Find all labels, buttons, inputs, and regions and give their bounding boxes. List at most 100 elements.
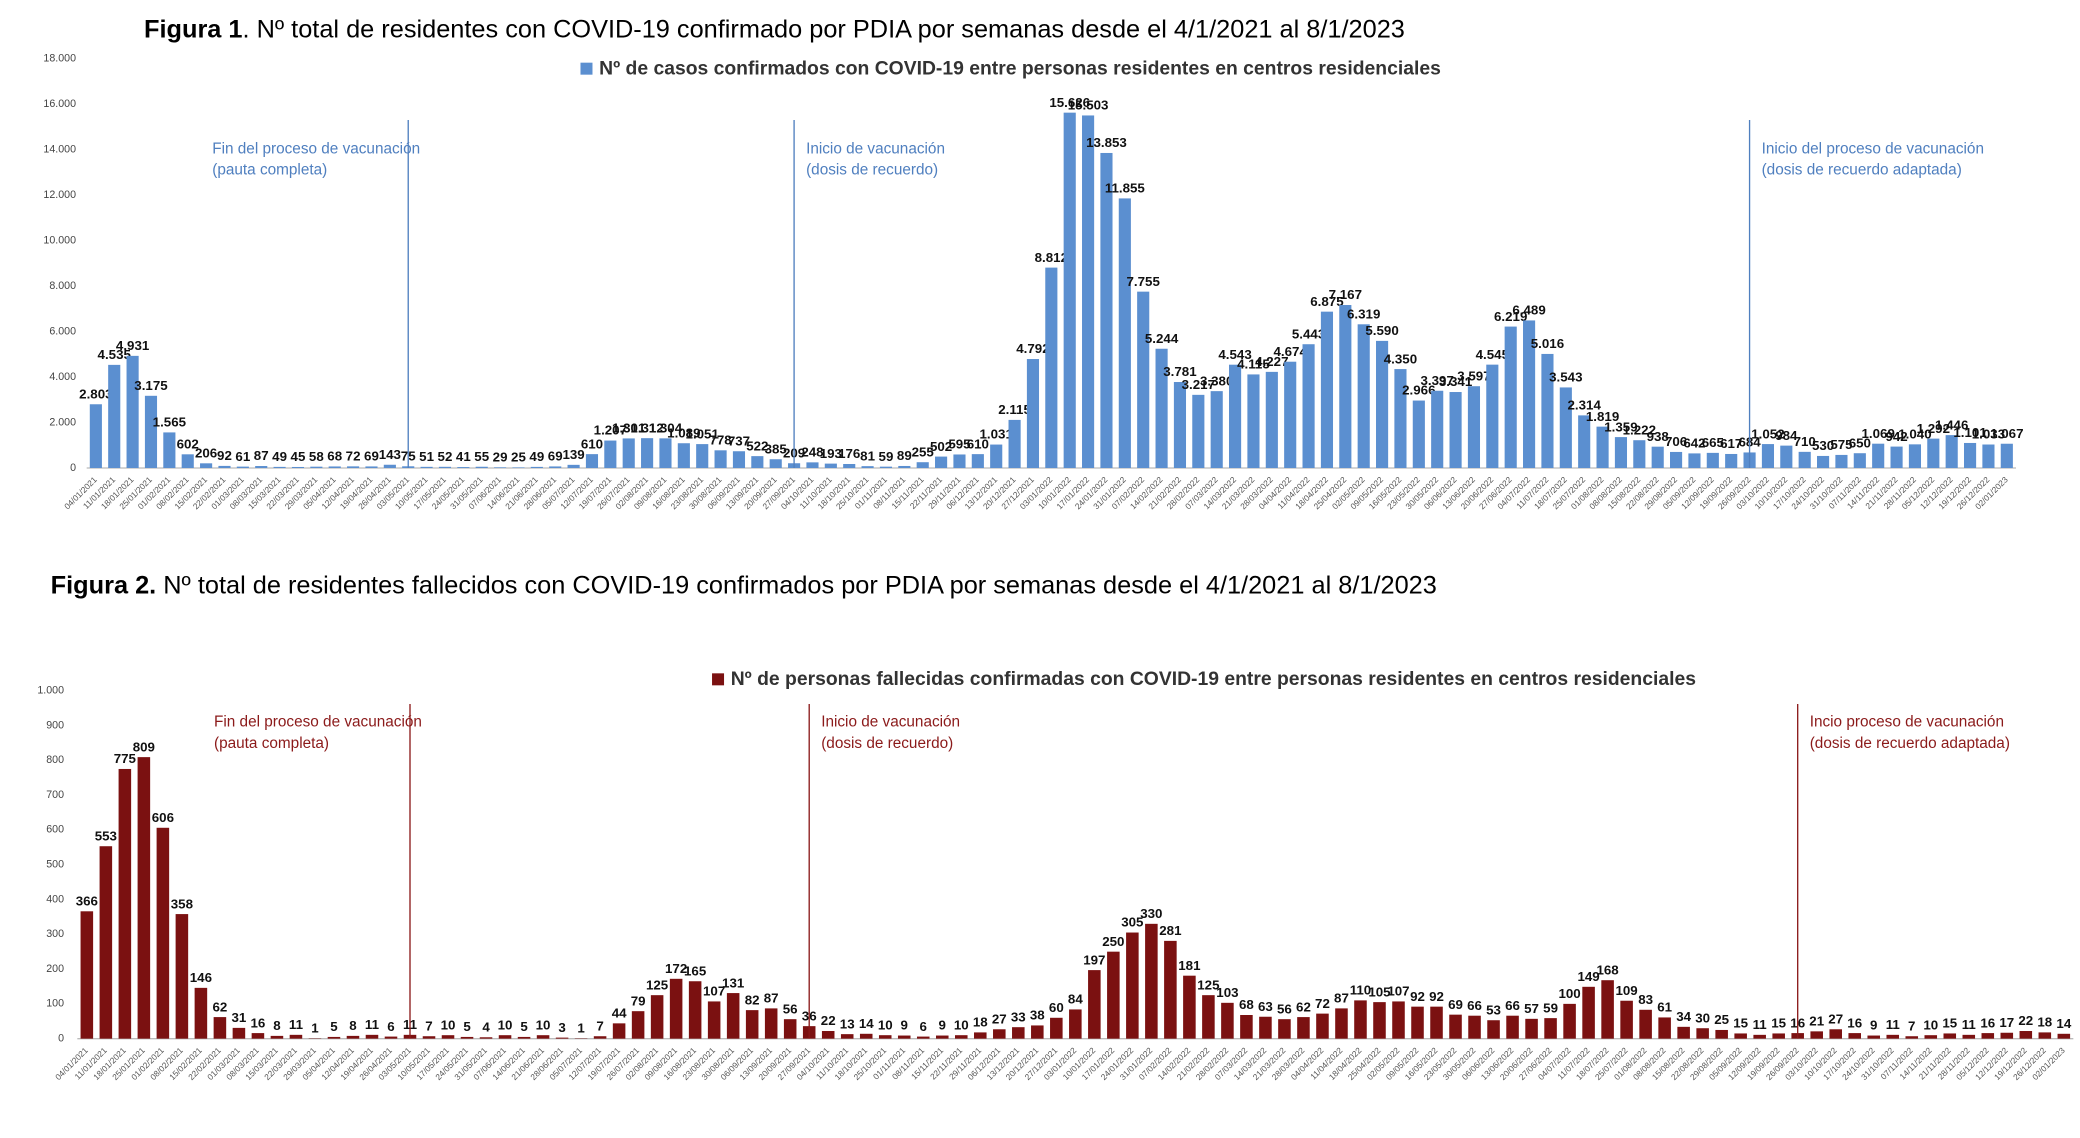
bar: [879, 466, 893, 468]
bar: [255, 466, 268, 468]
data-label: 8: [273, 1018, 280, 1033]
bar: [1284, 361, 1297, 468]
data-label: 4.350: [1384, 351, 1417, 366]
bar: [1107, 951, 1120, 1039]
bar: [365, 1034, 379, 1039]
bar: [494, 467, 507, 468]
bar: [1335, 1008, 1348, 1039]
bar: [806, 462, 819, 468]
bar: [916, 1036, 930, 1039]
bar: [1908, 444, 1922, 468]
data-label: 3.397: [1421, 373, 1454, 388]
data-label: 5.244: [1145, 331, 1179, 346]
y-tick-label: 12.000: [43, 189, 76, 201]
data-label: 650: [1849, 435, 1871, 450]
bar: [1082, 115, 1095, 469]
y-tick-label: 100: [46, 998, 64, 1010]
bar: [1677, 1026, 1690, 1039]
bar: [1411, 1006, 1424, 1039]
data-label: 8: [349, 1018, 356, 1033]
data-label: 7.167: [1329, 287, 1362, 302]
bar: [1008, 419, 1021, 468]
data-label: 30: [1695, 1010, 1710, 1025]
data-label: 10: [954, 1017, 969, 1032]
data-label: 1.069: [1862, 426, 1895, 441]
bar: [1688, 453, 1701, 468]
data-label: 193: [820, 446, 842, 461]
bar: [1927, 438, 1940, 468]
data-label: 5: [520, 1019, 528, 1034]
data-label: 4.115: [1237, 357, 1270, 372]
data-label: 4.535: [98, 347, 132, 362]
data-label: 92: [1429, 989, 1444, 1004]
figure-label: Figura 2.: [51, 571, 157, 599]
data-label: 1: [577, 1021, 585, 1036]
data-label: 56: [1277, 1001, 1292, 1016]
data-label: 16: [1847, 1015, 1862, 1030]
bar: [213, 1017, 227, 1039]
bar: [156, 827, 170, 1039]
data-label: 3.781: [1163, 364, 1197, 379]
bar: [1137, 291, 1150, 468]
data-label: 16: [1980, 1015, 1995, 1030]
data-label: 7: [1908, 1018, 1915, 1033]
data-label: 6.319: [1347, 306, 1380, 321]
data-label: 610: [581, 436, 603, 451]
annotation-text: (dosis de recuerdo): [821, 735, 953, 752]
bar: [328, 466, 341, 468]
data-label: 5.443: [1292, 326, 1325, 341]
data-label: 206: [195, 445, 217, 460]
bar: [517, 1036, 531, 1039]
bar: [641, 438, 654, 468]
bar: [1376, 340, 1389, 468]
y-tick-label: 2.000: [49, 416, 76, 428]
data-label: 1.312: [630, 420, 663, 435]
data-label: 149: [1577, 969, 1599, 984]
bar: [696, 444, 709, 468]
data-label: 3.380: [1200, 373, 1233, 388]
bar: [935, 456, 948, 468]
data-label: 1.222: [1623, 422, 1656, 437]
bar: [479, 1037, 493, 1039]
data-label: 197: [1083, 952, 1105, 967]
bar: [460, 1036, 474, 1039]
bar: [974, 1032, 987, 1039]
y-tick-label: 14.000: [43, 143, 76, 155]
data-label: 502: [930, 439, 952, 454]
bar: [650, 995, 664, 1039]
bar: [1670, 451, 1683, 468]
bar: [1164, 940, 1177, 1039]
data-label: 15: [1771, 1016, 1786, 1031]
bar: [1259, 1016, 1272, 1039]
legend-label: Nº de casos confirmados con COVID-19 ent…: [599, 58, 1441, 79]
bar: [1867, 1035, 1881, 1039]
data-label: 11: [1753, 1017, 1768, 1032]
data-label: 14: [859, 1016, 874, 1031]
data-label: 109: [1615, 983, 1637, 998]
bar: [1601, 980, 1614, 1039]
data-label: 4.792: [1016, 341, 1049, 356]
bar: [1829, 1029, 1842, 1039]
bar: [953, 454, 966, 468]
bar: [1504, 326, 1517, 468]
data-label: 105: [1368, 984, 1391, 999]
bar: [1126, 932, 1139, 1039]
data-label: 248: [801, 445, 823, 460]
bar: [1706, 452, 1719, 468]
data-label: 81: [860, 448, 875, 463]
bar: [549, 466, 562, 468]
bar: [1430, 1006, 1443, 1039]
bar: [935, 1035, 949, 1039]
data-label: 1.033: [1972, 427, 2005, 442]
data-label: 87: [1334, 991, 1349, 1006]
data-label: 87: [764, 991, 779, 1006]
data-label: 44: [612, 1006, 627, 1021]
data-label: 16: [251, 1015, 266, 1030]
bar: [1302, 344, 1315, 468]
data-label: 52: [438, 449, 453, 464]
y-tick-label: 400: [46, 893, 64, 905]
data-label: 617: [1720, 436, 1742, 451]
data-label: 3.175: [134, 378, 168, 393]
data-label: 1.292: [1917, 421, 1950, 436]
